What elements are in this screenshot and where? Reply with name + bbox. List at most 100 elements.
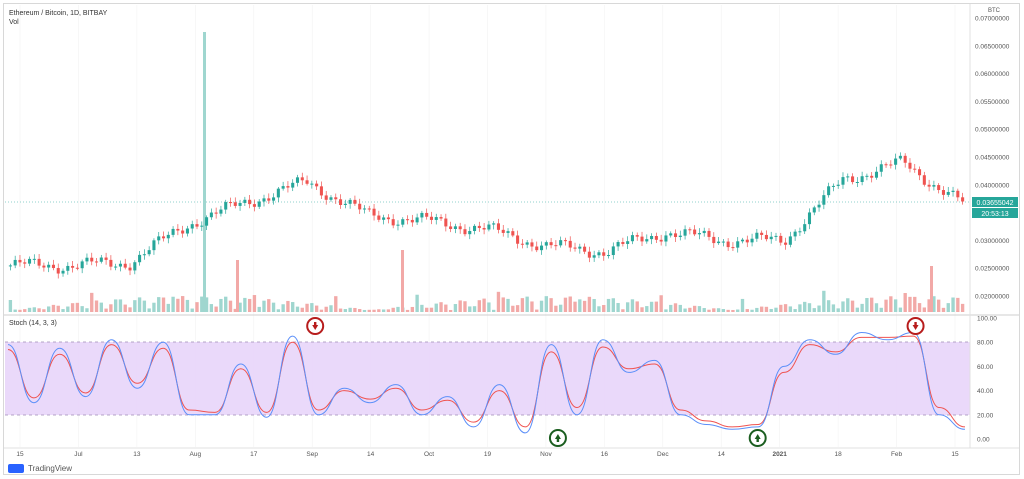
volume-bar <box>118 299 123 312</box>
volume-bar <box>472 306 477 312</box>
candle-body <box>185 228 189 234</box>
volume-bar <box>750 309 754 312</box>
stoch-tick-label: 60.00 <box>977 364 994 371</box>
stoch-legend[interactable]: Stoch (14, 3, 3) <box>9 319 57 328</box>
volume-bar <box>104 308 108 312</box>
volume-bar <box>764 306 769 312</box>
volume-bar <box>759 306 764 312</box>
candle-body <box>764 234 768 240</box>
tradingview-logo-icon <box>8 464 24 473</box>
volume-bar <box>61 309 65 312</box>
volume-bar <box>444 304 448 312</box>
volume-bar <box>683 308 687 312</box>
sell-signal-icon[interactable] <box>306 317 325 335</box>
volume-bar <box>525 296 529 312</box>
candle-body <box>161 236 166 239</box>
candle-body <box>611 246 615 256</box>
candle-body <box>32 258 36 260</box>
volume-bar <box>836 308 840 312</box>
buy-signal-icon[interactable] <box>548 429 567 447</box>
volume-bar <box>736 309 740 312</box>
stoch-tick-label: 40.00 <box>977 388 994 395</box>
volume-bar <box>161 297 166 312</box>
candle-body <box>650 235 654 240</box>
tradingview-brand[interactable]: TradingView <box>8 464 72 473</box>
candle-body <box>224 202 228 210</box>
candle-body <box>71 265 75 268</box>
volume-bar <box>941 307 946 312</box>
volume-bar <box>635 301 639 312</box>
symbol-title[interactable]: Ethereum / Bitcoin, 1D, BITBAY <box>9 10 108 17</box>
candle-body <box>630 235 634 242</box>
candle-body <box>243 199 247 203</box>
candle-body <box>516 235 520 244</box>
candle-body <box>477 225 481 229</box>
volume-bar <box>334 296 338 312</box>
volume-bar <box>678 304 682 312</box>
candle-body <box>539 245 544 251</box>
time-axis[interactable]: 15 Jul 13 Aug 17 Sep 14 Oct 19 Nov 16 Dec 14 2021 18 Fe… <box>16 451 959 458</box>
candle-body <box>23 262 27 264</box>
volume-bar <box>137 297 142 312</box>
candle-body <box>238 202 242 206</box>
volume-bar <box>712 308 716 312</box>
volume-bar <box>123 304 127 312</box>
volume-bar <box>932 296 936 312</box>
volume-bar <box>42 309 46 312</box>
volume-bars <box>8 32 965 312</box>
volume-bar <box>496 291 501 312</box>
stoch-title[interactable]: Stoch (14, 3, 3) <box>9 320 57 327</box>
candle-body <box>678 235 682 238</box>
candle-body <box>879 164 883 172</box>
candle-body <box>635 235 639 237</box>
candle-body <box>147 250 151 255</box>
candle-body <box>822 195 826 205</box>
volume-bar <box>477 300 481 312</box>
candle-body <box>784 242 788 245</box>
sell-signal-icon[interactable] <box>906 317 925 335</box>
candle-body <box>90 257 94 262</box>
volume-bar <box>310 303 314 312</box>
candle-body <box>205 217 209 226</box>
volume-bar <box>702 308 706 312</box>
stoch-tick-label: 0.00 <box>977 437 990 444</box>
main-legend[interactable]: Ethereum / Bitcoin, 1D, BITBAY Vol <box>9 9 107 27</box>
candle-body <box>267 198 271 201</box>
candle-body <box>549 242 553 246</box>
price-axis[interactable]: 0.07000000 0.06500000 0.06000000 0.05500000… <box>975 16 1010 444</box>
volume-bar <box>367 309 371 312</box>
price-tick-label: 0.04500000 <box>975 155 1010 162</box>
price-tick-label: 0.04000000 <box>975 182 1010 189</box>
volume-bar <box>865 297 869 312</box>
volume-bar <box>582 300 587 312</box>
volume-bar <box>439 302 443 312</box>
candle-body <box>75 267 79 269</box>
candle-body <box>453 226 457 230</box>
volume-bar <box>673 303 678 312</box>
stoch-tick-label: 80.00 <box>977 340 994 347</box>
time-tick-label: Oct <box>424 451 434 458</box>
candle-body <box>956 190 960 198</box>
volume-bar <box>951 297 955 312</box>
candle-body <box>707 230 711 237</box>
candle-body <box>755 232 759 239</box>
volume-bar <box>228 300 233 312</box>
volume-bar <box>807 303 812 312</box>
candle-body <box>142 254 146 256</box>
volume-bar <box>707 309 711 312</box>
volume-bar <box>66 306 70 312</box>
candle-body <box>329 197 333 200</box>
volume-legend[interactable]: Vol <box>9 19 19 26</box>
volume-bar <box>458 300 462 312</box>
candle-body <box>99 257 103 262</box>
volume-bar <box>300 307 304 312</box>
buy-signal-icon[interactable] <box>748 429 767 447</box>
volume-bar <box>405 309 410 312</box>
volume-bar <box>893 299 898 312</box>
candle-body <box>109 259 113 267</box>
volume-bar <box>960 303 965 312</box>
volume-bar <box>147 308 151 312</box>
volume-bar <box>276 309 281 312</box>
stoch-tick-label: 100.00 <box>977 316 997 323</box>
